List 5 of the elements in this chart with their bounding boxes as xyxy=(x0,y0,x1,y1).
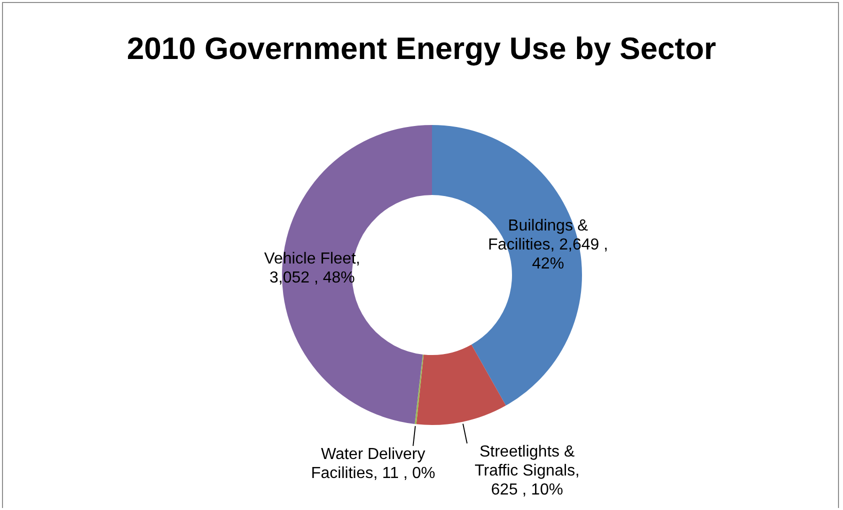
slice-label: Water Delivery Facilities, 11 , 0% xyxy=(311,446,436,482)
slice-label: Streetlights & Traffic Signals, 625 , 10% xyxy=(474,443,580,498)
donut-slice xyxy=(416,344,506,425)
chart-title: 2010 Government Energy Use by Sector xyxy=(126,31,716,66)
donut-slice xyxy=(414,354,424,424)
